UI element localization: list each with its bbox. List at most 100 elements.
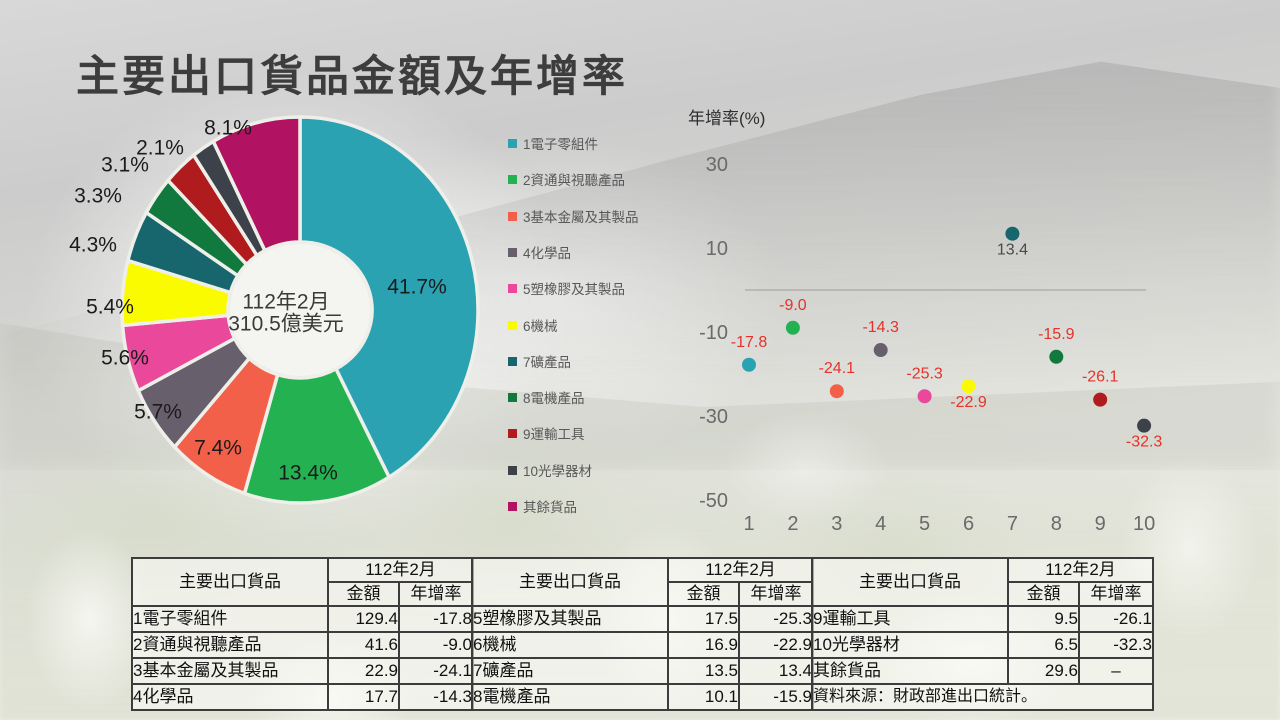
donut-slice-label-1: 41.7% xyxy=(387,276,447,299)
legend-item-9: 9運輸工具 xyxy=(508,424,585,442)
legend-item-3: 3基本金屬及其製品 xyxy=(508,207,639,225)
scatter-y-axis-title: 年增率(%) xyxy=(688,109,765,128)
table-cell-yoy: -15.9 xyxy=(738,683,814,711)
scatter-point-1 xyxy=(742,357,756,372)
table-cell-amount: 10.1 xyxy=(667,683,740,711)
scatter-point-label-7: 13.4 xyxy=(997,242,1028,259)
legend-swatch-icon xyxy=(508,356,517,366)
table-cell-item: 4化學品 xyxy=(131,683,329,711)
export-table-2: 主要出口貨品 112年2月 金額 年增率 5塑橡膠及其製品 17.5 -25.3 6機械 16.… xyxy=(471,557,814,711)
legend-label: 3基本金屬及其製品 xyxy=(523,210,639,225)
legend-label: 4化學品 xyxy=(523,246,572,261)
table-header-item: 主要出口貨品 xyxy=(811,557,1009,607)
table-cell-item: 其餘貨品 xyxy=(811,657,1009,685)
table-cell-amount: 29.6 xyxy=(1007,657,1080,685)
scatter-point-7 xyxy=(1005,226,1020,241)
scatter-point-4 xyxy=(873,343,888,358)
legend-item-10: 10光學器材 xyxy=(508,461,592,479)
scatter-x-tick-5: 5 xyxy=(919,513,930,535)
legend-item-5: 5塑橡膠及其製品 xyxy=(508,279,625,297)
donut-center-total: 310.5億美元 xyxy=(228,313,344,336)
table-cell-amount: 13.5 xyxy=(667,657,740,685)
scatter-x-tick-2: 2 xyxy=(787,513,798,535)
scatter-y-tick: 10 xyxy=(706,238,728,260)
table-row: 9運輸工具 9.5 -26.1 xyxy=(811,605,1154,633)
legend-item-8: 8電機產品 xyxy=(508,388,585,406)
table-cell-amount: 6.5 xyxy=(1007,631,1080,659)
donut-slice-11 xyxy=(211,115,302,253)
donut-hole xyxy=(230,244,370,376)
table-row: 3基本金屬及其製品 22.9 -24.1 xyxy=(131,657,474,685)
legend-label: 6機械 xyxy=(523,319,558,334)
scatter-y-tick: -10 xyxy=(699,322,728,344)
scatter-x-tick-9: 9 xyxy=(1095,513,1106,535)
donut-slice-2 xyxy=(242,366,392,505)
table-row: 資料來源：財政部進出口統計。 xyxy=(811,683,1154,711)
table-header-item: 主要出口貨品 xyxy=(471,557,669,607)
legend-swatch-icon xyxy=(508,211,517,221)
table-row: 1電子零組件 129.4 -17.8 xyxy=(131,605,474,633)
legend-swatch-icon xyxy=(508,428,517,438)
donut-slice-label-11: 8.1% xyxy=(204,117,252,140)
table-header-period: 112年2月 xyxy=(327,557,474,583)
donut-slice-label-3: 7.4% xyxy=(194,437,242,460)
legend-swatch-icon xyxy=(508,501,517,511)
table-header-yoy: 年增率 xyxy=(1078,581,1154,607)
table-cell-item: 2資通與視聽產品 xyxy=(131,631,329,659)
slide-title: 主要出口貨品金額及年增率 xyxy=(76,53,628,101)
legend-item-2: 2資通與視聽產品 xyxy=(508,170,625,188)
scatter-x-tick-3: 3 xyxy=(831,513,842,535)
table-cell-item: 3基本金屬及其製品 xyxy=(131,657,329,685)
table-cell-yoy: -32.3 xyxy=(1078,631,1154,659)
scatter-point-3 xyxy=(829,384,844,399)
table-header-yoy: 年增率 xyxy=(398,581,474,607)
scatter-x-tick-10: 10 xyxy=(1133,513,1155,535)
table-cell-amount: 9.5 xyxy=(1007,605,1080,633)
legend-swatch-icon xyxy=(508,138,517,148)
table-row: 5塑橡膠及其製品 17.5 -25.3 xyxy=(471,605,814,633)
table-header-period: 112年2月 xyxy=(667,557,814,583)
export-table-3: 主要出口貨品 112年2月 金額 年增率 9運輸工具 9.5 -26.1 10光學器材 6.5-… xyxy=(811,557,1154,711)
legend-swatch-icon xyxy=(508,247,517,257)
table-cell-yoy: -26.1 xyxy=(1078,605,1154,633)
scatter-x-tick-4: 4 xyxy=(875,513,886,535)
scatter-y-tick: -50 xyxy=(699,490,728,512)
table-cell-item: 7礦產品 xyxy=(471,657,669,685)
table-cell-yoy: -24.1 xyxy=(398,657,474,685)
scatter-point-8 xyxy=(1049,349,1064,364)
scatter-y-tick: -30 xyxy=(699,406,728,428)
table-header-item: 主要出口貨品 xyxy=(131,557,329,607)
donut-slice-label-4: 5.7% xyxy=(134,401,182,424)
table-cell-amount: 17.7 xyxy=(327,683,400,711)
table-cell-yoy: -9.0 xyxy=(398,631,474,659)
scatter-point-label-1: -17.8 xyxy=(731,334,768,351)
table-cell-amount: 22.9 xyxy=(327,657,400,685)
legend-swatch-icon xyxy=(508,465,517,475)
table-header-amount: 金額 xyxy=(327,581,400,607)
table-row: 8電機產品 10.1 -15.9 xyxy=(471,683,814,711)
table-cell-item: 10光學器材 xyxy=(811,631,1009,659)
legend-swatch-icon xyxy=(508,283,517,293)
table-row: 7礦產品 13.5 13.4 xyxy=(471,657,814,685)
table-cell-yoy: -22.9 xyxy=(738,631,814,659)
legend-label: 7礦產品 xyxy=(523,355,572,370)
donut-center-period: 112年2月 xyxy=(242,291,329,314)
legend-label: 1電子零組件 xyxy=(523,137,599,152)
legend-label: 9運輸工具 xyxy=(523,427,585,442)
legend-label: 5塑橡膠及其製品 xyxy=(523,282,626,297)
table-cell-item: 8電機產品 xyxy=(471,683,669,711)
scatter-point-label-10: -32.3 xyxy=(1126,434,1163,451)
table-cell-yoy: -25.3 xyxy=(738,605,814,633)
scatter-point-label-9: -26.1 xyxy=(1082,369,1119,386)
legend-item-6: 6機械 xyxy=(508,316,558,334)
scatter-x-tick-7: 7 xyxy=(1007,513,1018,535)
table-cell-yoy: – xyxy=(1078,657,1154,685)
donut-slice-label-9: 3.1% xyxy=(101,154,149,177)
donut-slice-label-8: 3.3% xyxy=(74,185,122,208)
donut-slice-label-5: 5.6% xyxy=(101,347,149,370)
scatter-point-2 xyxy=(785,320,800,335)
scatter-point-5 xyxy=(917,389,932,404)
scatter-point-10 xyxy=(1137,418,1152,433)
scatter-point-label-3: -24.1 xyxy=(819,360,856,377)
